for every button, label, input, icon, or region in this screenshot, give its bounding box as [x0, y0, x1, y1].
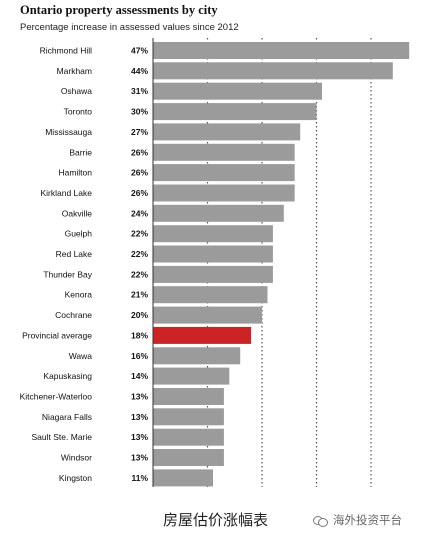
category-label: Oshawa [61, 86, 92, 96]
bar [153, 347, 241, 365]
bar [153, 286, 268, 304]
category-label: Mississauga [45, 127, 92, 137]
chart-subtitle: Percentage increase in assessed values s… [20, 22, 239, 33]
category-label: Richmond Hill [40, 46, 93, 56]
category-label: Thunder Bay [43, 269, 92, 279]
bar [153, 428, 224, 446]
value-label: 30% [131, 107, 148, 117]
value-label: 13% [131, 453, 148, 463]
bar-chart: Richmond Hill 47% Markham 44% Oshawa 31% Toron… [20, 38, 410, 487]
value-label: 44% [131, 66, 148, 76]
value-label: 26% [131, 147, 148, 157]
value-label: 16% [131, 351, 148, 361]
value-label: 26% [131, 188, 148, 198]
value-label: 20% [131, 310, 148, 320]
bar [153, 123, 301, 141]
bar [153, 449, 224, 466]
category-label: Kapuskasing [43, 371, 92, 381]
bar [153, 143, 295, 161]
value-label: 22% [131, 249, 148, 259]
wechat-icon [313, 515, 329, 527]
watermark: 海外投资平台 [313, 512, 402, 528]
category-label: Windsor [61, 453, 92, 463]
category-label: Wawa [69, 351, 93, 361]
value-label: 22% [131, 269, 148, 279]
bar [153, 225, 273, 243]
value-label: 47% [131, 46, 148, 56]
category-label: Guelph [65, 229, 93, 239]
value-label: 11% [131, 473, 148, 483]
bar [153, 388, 224, 405]
bar-highlight [153, 326, 252, 344]
watermark-text: 海外投资平台 [333, 515, 402, 527]
bar [153, 306, 262, 324]
bar [153, 62, 393, 80]
category-label: Toronto [64, 107, 93, 117]
category-label: Red Lake [56, 249, 93, 259]
value-label: 14% [131, 371, 148, 381]
bar [153, 103, 317, 121]
category-label: Kirkland Lake [40, 188, 92, 198]
category-label: Barrie [69, 147, 92, 157]
category-label: Niagara Falls [42, 412, 92, 422]
bar [153, 42, 410, 59]
value-label: 22% [131, 229, 148, 239]
bar [153, 82, 322, 100]
bar [153, 164, 295, 182]
category-label: Kenora [65, 290, 93, 300]
category-label: Sault Ste. Marie [32, 432, 93, 442]
value-label: 26% [131, 168, 148, 178]
bar [153, 204, 284, 222]
value-label: 31% [131, 86, 148, 96]
bar [153, 265, 273, 283]
category-label: Oakville [62, 208, 93, 218]
value-label: 13% [131, 392, 148, 402]
image-caption: 房屋估价涨幅表 [163, 512, 269, 529]
chart-title: Ontario property assessments by city [20, 3, 218, 17]
category-label: Markham [57, 66, 92, 76]
bar [153, 408, 224, 426]
bar [153, 184, 295, 202]
value-label: 18% [131, 330, 148, 340]
category-label: Cochrane [55, 310, 92, 320]
bar [153, 367, 230, 385]
category-label: Kitchener-Waterloo [20, 392, 93, 402]
bar [153, 245, 273, 263]
bar [153, 469, 213, 487]
category-label: Kingston [59, 473, 92, 483]
value-label: 21% [131, 290, 148, 300]
value-label: 24% [131, 208, 148, 218]
value-label: 27% [131, 127, 148, 137]
category-label: Provincial average [22, 330, 92, 340]
category-label: Hamilton [58, 168, 92, 178]
value-label: 13% [131, 412, 148, 422]
value-label: 13% [131, 432, 148, 442]
